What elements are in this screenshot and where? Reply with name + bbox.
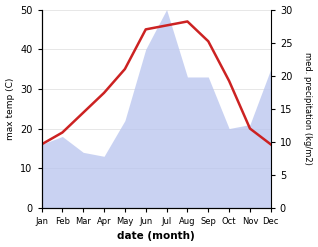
Y-axis label: med. precipitation (kg/m2): med. precipitation (kg/m2) — [303, 52, 313, 165]
X-axis label: date (month): date (month) — [117, 231, 195, 242]
Y-axis label: max temp (C): max temp (C) — [5, 78, 15, 140]
